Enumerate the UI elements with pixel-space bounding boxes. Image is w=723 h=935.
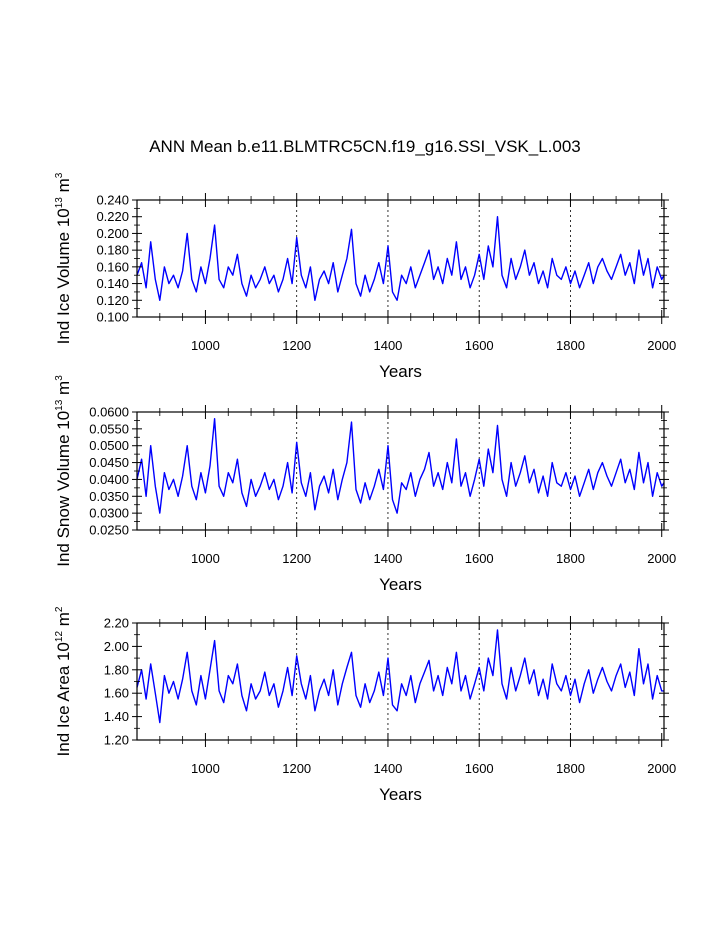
x-tick-label: 1600 bbox=[465, 338, 494, 353]
x-tick-label: 1400 bbox=[373, 338, 402, 353]
y-axis-title-unit: m bbox=[54, 178, 73, 197]
x-tick-label: 1600 bbox=[465, 761, 494, 776]
x-tick-label: 1200 bbox=[282, 551, 311, 566]
panel-3: 1000 1200 1400 1600 1800 2000 1.20 1.40 1.60 1.80… bbox=[54, 606, 676, 804]
y-tick-label: 1.60 bbox=[104, 686, 129, 701]
x-tick-label: 2000 bbox=[647, 338, 676, 353]
panels: 1000 1200 1400 1600 1800 2000 0.100 0.120 0.140 0… bbox=[54, 172, 676, 804]
y-axis-title-text: Ind Ice Volume 10 bbox=[54, 208, 73, 344]
y-axis-title: Ind Snow Volume 1013 m3 bbox=[54, 375, 73, 567]
y-tick-label: 0.0600 bbox=[89, 405, 129, 420]
y-axis-title-unit-exponent: 3 bbox=[54, 375, 65, 381]
x-tick-label: 1800 bbox=[556, 761, 585, 776]
y-tick-label: 0.0500 bbox=[89, 438, 129, 453]
y-tick-label: 2.00 bbox=[104, 639, 129, 654]
panel-1: 1000 1200 1400 1600 1800 2000 0.100 0.120 0.140 0… bbox=[54, 172, 676, 381]
x-tick-label: 1000 bbox=[191, 338, 220, 353]
x-tick-label: 1200 bbox=[282, 761, 311, 776]
series-line bbox=[136, 629, 664, 724]
y-tick-label: 0.0250 bbox=[89, 523, 129, 538]
plot-frame bbox=[136, 411, 665, 531]
y-tick-label: 0.240 bbox=[96, 193, 129, 208]
y-axis-title: Ind Ice Area 1012 m2 bbox=[54, 606, 73, 756]
x-tick-label: 1600 bbox=[465, 551, 494, 566]
series-line bbox=[136, 215, 665, 301]
y-axis-title-exponent: 12 bbox=[54, 631, 65, 643]
y-tick-label: 0.0400 bbox=[89, 472, 129, 487]
x-tick-label: 1800 bbox=[556, 338, 585, 353]
series-line bbox=[136, 418, 665, 514]
y-tick-label: 2.20 bbox=[104, 616, 129, 631]
x-tick-label: 2000 bbox=[647, 551, 676, 566]
x-tick-label: 1400 bbox=[373, 761, 402, 776]
y-tick-label: 0.0450 bbox=[89, 455, 129, 470]
x-axis-title: Years bbox=[379, 785, 422, 804]
y-axis-title-unit-exponent: 3 bbox=[54, 172, 65, 178]
y-axis-title-exponent: 13 bbox=[54, 197, 65, 209]
y-axis-title-unit: m bbox=[54, 381, 73, 400]
y-axis-title-unit: m bbox=[54, 612, 73, 631]
x-tick-label: 1000 bbox=[191, 761, 220, 776]
panel-2: 1000 1200 1400 1600 1800 2000 0.0250 0.0300 0.03… bbox=[54, 375, 676, 594]
y-tick-label: 0.0350 bbox=[89, 489, 129, 504]
y-tick-label: 0.140 bbox=[96, 276, 129, 291]
y-axis-title-text: Ind Snow Volume 10 bbox=[54, 411, 73, 567]
y-tick-label: 0.0550 bbox=[89, 421, 129, 436]
y-tick-label: 0.200 bbox=[96, 226, 129, 241]
y-tick-label: 0.160 bbox=[96, 259, 129, 274]
chart-title: ANN Mean b.e11.BLMTRC5CN.f19_g16.SSI_VSK… bbox=[149, 137, 581, 156]
y-axis-title: Ind Ice Volume 1013 m3 bbox=[54, 172, 73, 344]
y-tick-label: 1.20 bbox=[104, 733, 129, 748]
y-tick-label: 0.0300 bbox=[89, 506, 129, 521]
x-tick-label: 1000 bbox=[191, 551, 220, 566]
y-axis-title-unit-exponent: 2 bbox=[54, 606, 65, 612]
y-tick-label: 0.220 bbox=[96, 209, 129, 224]
plot-frame bbox=[136, 199, 665, 318]
y-tick-label: 1.80 bbox=[104, 662, 129, 677]
y-tick-label: 0.100 bbox=[96, 310, 129, 325]
y-tick-label: 0.180 bbox=[96, 243, 129, 258]
x-tick-label: 1200 bbox=[282, 338, 311, 353]
y-tick-label: 0.120 bbox=[96, 293, 129, 308]
x-tick-label: 1400 bbox=[373, 551, 402, 566]
y-axis-title-exponent: 13 bbox=[54, 399, 65, 411]
x-tick-label: 2000 bbox=[647, 761, 676, 776]
x-axis-title: Years bbox=[379, 575, 422, 594]
y-tick-label: 1.40 bbox=[104, 709, 129, 724]
y-axis-title-text: Ind Ice Area 10 bbox=[54, 642, 73, 756]
x-axis-title: Years bbox=[379, 362, 422, 381]
x-tick-label: 1800 bbox=[556, 551, 585, 566]
